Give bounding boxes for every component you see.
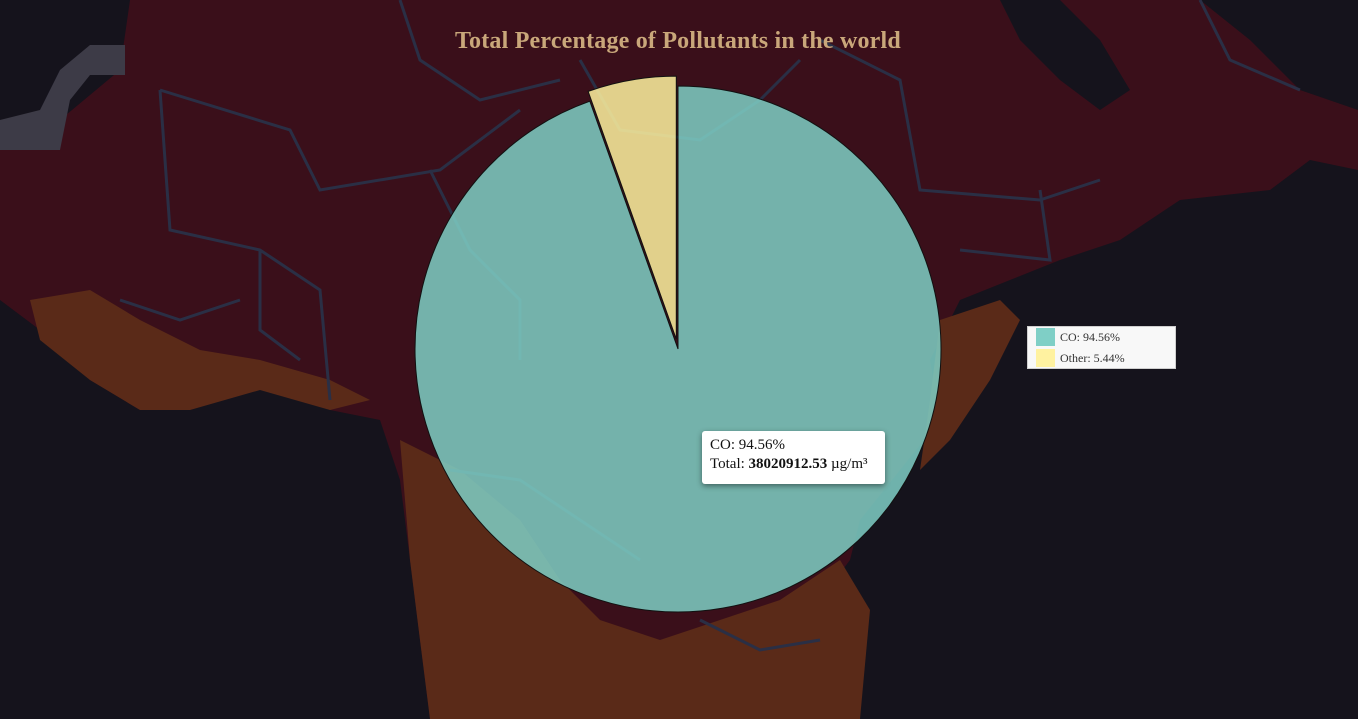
chart-legend: CO: 94.56% Other: 5.44% bbox=[1027, 326, 1176, 369]
map-warm-region-south bbox=[400, 440, 870, 719]
slice-tooltip: CO: 94.56% Total: 38020912.53 µg/m³ bbox=[702, 431, 885, 484]
legend-swatch-other bbox=[1036, 349, 1055, 367]
map-warm-region-west bbox=[30, 290, 370, 410]
pie-slice-co[interactable] bbox=[414, 85, 942, 613]
map-ocean-northeast bbox=[1000, 0, 1130, 110]
legend-label-co: CO: 94.56% bbox=[1060, 329, 1120, 344]
pie-slice-other[interactable] bbox=[587, 75, 677, 340]
tooltip-line-percent: CO: 94.56% bbox=[710, 437, 785, 453]
map-gray-patch bbox=[0, 45, 125, 150]
tooltip-total-value: 38020912.53 bbox=[748, 456, 828, 472]
legend-label-other: Other: 5.44% bbox=[1060, 350, 1125, 365]
tooltip-total-prefix: Total: bbox=[710, 456, 745, 472]
pie-slices-group bbox=[414, 75, 942, 613]
legend-item-co[interactable]: CO: 94.56% bbox=[1036, 328, 1120, 346]
map-warm-region-east bbox=[920, 300, 1020, 470]
tooltip-total-unit: µg/m³ bbox=[831, 456, 868, 472]
chart-title: Total Percentage of Pollutants in the wo… bbox=[455, 28, 901, 54]
tooltip-line-total: Total: 38020912.53 µg/m³ bbox=[710, 455, 877, 474]
legend-item-other[interactable]: Other: 5.44% bbox=[1036, 349, 1125, 367]
legend-swatch-co bbox=[1036, 328, 1055, 346]
